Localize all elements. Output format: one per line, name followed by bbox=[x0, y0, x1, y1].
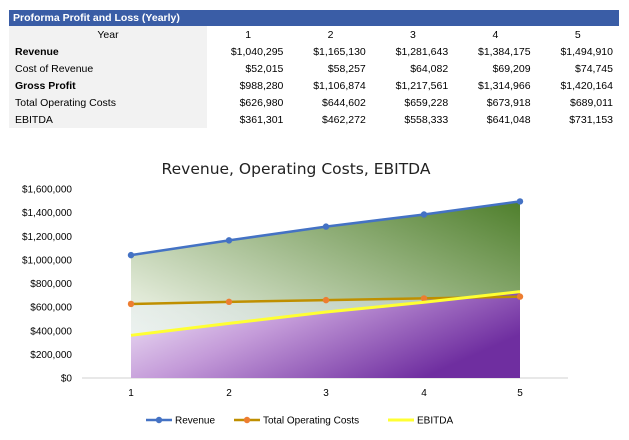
year-header-label: Year bbox=[9, 26, 207, 43]
value-cell: $626,980 bbox=[239, 96, 284, 109]
value-cell: $52,015 bbox=[245, 62, 284, 75]
revenue-costs-ebitda-chart: Revenue, Operating Costs, EBITDA $0 $200,… bbox=[22, 160, 568, 427]
y-tick-label: $1,400,000 bbox=[22, 208, 72, 219]
value-cell: $644,602 bbox=[321, 96, 366, 109]
legend-marker bbox=[155, 416, 163, 424]
value-cell: $1,384,175 bbox=[478, 45, 531, 58]
data-point bbox=[516, 293, 524, 300]
x-tick-label: 4 bbox=[421, 388, 427, 399]
value-cell: $462,272 bbox=[321, 113, 366, 126]
chart-title: Revenue, Operating Costs, EBITDA bbox=[162, 160, 431, 178]
y-tick-label: $800,000 bbox=[30, 279, 72, 290]
table-row: Revenue $1,040,295 $1,165,130 $1,281,643 $1,… bbox=[9, 43, 619, 60]
data-point bbox=[420, 211, 428, 218]
value-cell: $731,153 bbox=[569, 113, 613, 126]
value-cell: $74,745 bbox=[575, 62, 613, 75]
x-tick-label: 2 bbox=[226, 388, 232, 399]
ebitda-area bbox=[131, 291, 520, 378]
data-point bbox=[322, 296, 330, 304]
value-cell: $689,011 bbox=[569, 96, 613, 109]
data-point bbox=[127, 300, 135, 308]
y-axis-labels: $0 $200,000 $400,000 $600,000 $800,000 $1,000… bbox=[22, 185, 72, 385]
data-point bbox=[127, 251, 135, 259]
value-cell: $1,281,643 bbox=[395, 45, 449, 58]
y-tick-label: $1,000,000 bbox=[22, 255, 72, 266]
value-cell: $659,228 bbox=[404, 96, 449, 109]
year-header-cell: 2 bbox=[327, 28, 334, 41]
profit-loss-table: Proforma Profit and Loss (Yearly) Year 1… bbox=[9, 10, 619, 128]
row-label: Gross Profit bbox=[9, 77, 207, 94]
value-cell: $641,048 bbox=[486, 113, 531, 126]
legend-label: Total Operating Costs bbox=[263, 416, 359, 427]
x-axis-labels: 1 2 3 4 5 bbox=[128, 388, 523, 399]
area-fills bbox=[131, 201, 520, 378]
year-header-cell: 3 bbox=[410, 28, 416, 41]
value-cell: $673,918 bbox=[486, 96, 531, 109]
table-title-row: Proforma Profit and Loss (Yearly) bbox=[9, 10, 619, 26]
table-row: Total Operating Costs $626,980 $644,602 $65… bbox=[9, 94, 619, 111]
legend-label: Revenue bbox=[175, 416, 215, 427]
table-row: EBITDA $361,301 $462,272 $558,333 $641,048 $7… bbox=[9, 111, 619, 128]
y-tick-label: $0 bbox=[61, 374, 73, 385]
y-tick-label: $400,000 bbox=[30, 326, 72, 337]
value-cell: $1,217,561 bbox=[395, 79, 449, 92]
data-point bbox=[420, 295, 428, 302]
data-point bbox=[225, 298, 233, 306]
series-lines bbox=[127, 198, 524, 337]
value-cell: $1,494,910 bbox=[560, 45, 613, 58]
x-tick-label: 1 bbox=[128, 388, 134, 399]
value-cell: $361,301 bbox=[239, 113, 284, 126]
data-point bbox=[516, 198, 524, 205]
year-header-cell: 1 bbox=[245, 28, 252, 41]
y-tick-label: $200,000 bbox=[30, 350, 72, 361]
legend-marker bbox=[243, 416, 251, 424]
value-cell: $64,082 bbox=[410, 62, 449, 75]
table-row: Cost of Revenue $52,015 $58,257 $64,082 $69,… bbox=[9, 60, 619, 77]
table-title: Proforma Profit and Loss (Yearly) bbox=[9, 10, 619, 26]
series-line-2 bbox=[130, 290, 521, 337]
value-cell: $558,333 bbox=[404, 113, 449, 126]
row-label: Cost of Revenue bbox=[9, 60, 207, 77]
y-tick-label: $1,600,000 bbox=[22, 185, 72, 196]
value-cell: $69,209 bbox=[492, 62, 531, 75]
data-point bbox=[225, 237, 233, 244]
value-cell: $1,314,966 bbox=[478, 79, 531, 92]
y-tick-label: $1,200,000 bbox=[22, 232, 72, 243]
data-point bbox=[322, 223, 330, 230]
year-header-cell: 5 bbox=[574, 28, 581, 41]
value-cell: $58,257 bbox=[327, 62, 366, 75]
value-cell: $1,106,874 bbox=[313, 79, 366, 92]
table-row: Gross Profit $988,280 $1,106,874 $1,217,561… bbox=[9, 77, 619, 94]
row-label: Total Operating Costs bbox=[9, 94, 207, 111]
legend-label: EBITDA bbox=[417, 416, 453, 427]
year-header-cell: 4 bbox=[492, 28, 499, 41]
row-label: EBITDA bbox=[9, 111, 207, 128]
y-tick-label: $600,000 bbox=[30, 303, 72, 314]
value-cell: $1,165,130 bbox=[313, 45, 366, 58]
row-label: Revenue bbox=[9, 43, 207, 60]
x-tick-label: 5 bbox=[517, 388, 523, 399]
year-header-row: Year 1 2 3 4 5 bbox=[9, 26, 619, 43]
chart-legend: Revenue Total Operating Costs EBITDA bbox=[146, 416, 453, 427]
value-cell: $988,280 bbox=[239, 79, 284, 92]
x-tick-label: 3 bbox=[323, 388, 329, 399]
value-cell: $1,420,164 bbox=[560, 79, 613, 92]
value-cell: $1,040,295 bbox=[230, 45, 284, 58]
